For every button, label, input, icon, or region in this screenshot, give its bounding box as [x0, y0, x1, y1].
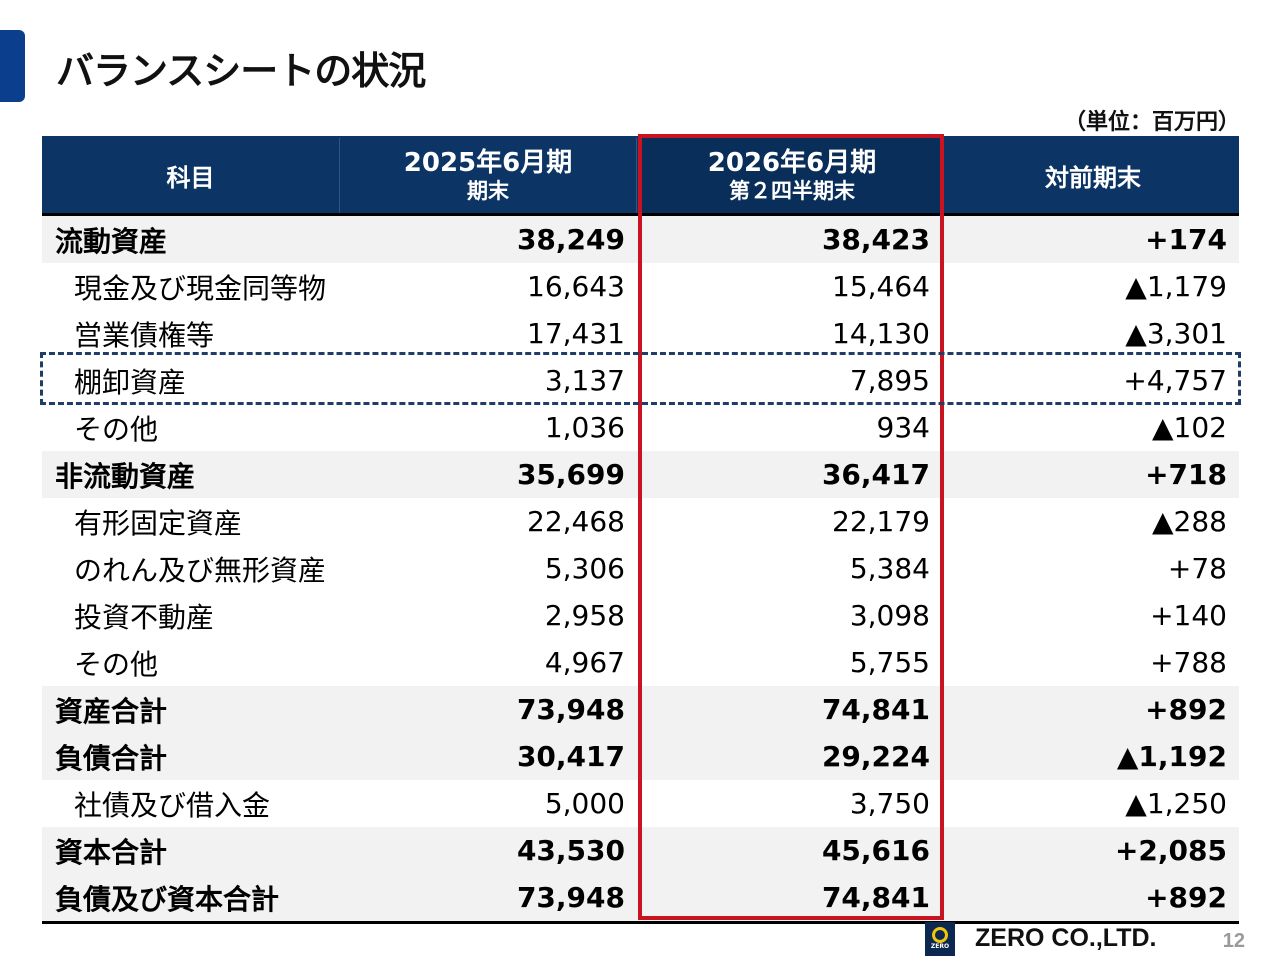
value-change: +2,085	[1114, 834, 1227, 867]
row-label: 現金及び現金同等物	[74, 271, 327, 305]
table-bottom-rule	[42, 921, 1239, 924]
table-row: のれん及び無形資産 5,306 5,384 +78	[42, 545, 1239, 592]
value-change: +174	[1145, 223, 1227, 256]
page-number: 12	[1222, 930, 1245, 952]
unit-note: （単位：百万円）	[1063, 110, 1240, 135]
logo-text: ZERO	[930, 943, 950, 950]
logo-ring-icon	[932, 927, 948, 943]
row-label: 社債及び借入金	[74, 788, 271, 822]
value-change: ▲102	[1152, 411, 1227, 444]
value-change: ▲288	[1152, 505, 1227, 538]
value-fy2026: 7,895	[849, 364, 930, 397]
header-fy2026-label: 第２四半期末	[729, 178, 855, 203]
value-change: +892	[1145, 881, 1227, 914]
row-label: 資産合計	[55, 694, 168, 728]
value-change: +4,757	[1123, 364, 1227, 397]
current-period-highlight	[638, 134, 944, 920]
value-fy2025: 17,431	[527, 317, 625, 350]
value-change: +718	[1145, 458, 1227, 491]
row-label: 資本合計	[55, 835, 168, 869]
header-fy2026-period: 2026年6月期	[707, 147, 877, 178]
value-fy2025: 38,249	[516, 223, 625, 256]
value-fy2025: 73,948	[516, 693, 625, 726]
table-row: 社債及び借入金 5,000 3,750 ▲1,250	[42, 780, 1239, 827]
value-fy2026: 15,464	[832, 270, 930, 303]
value-fy2026: 934	[876, 411, 930, 444]
row-label: 投資不動産	[74, 600, 215, 634]
value-fy2025: 22,468	[527, 505, 625, 538]
table-row: その他 4,967 5,755 +788	[42, 639, 1239, 686]
header-fy2025: 2025年6月期 期末	[340, 138, 637, 213]
value-fy2026: 5,755	[849, 646, 930, 679]
table-row-inventory: 棚卸資産 3,137 7,895 +4,757	[42, 357, 1239, 404]
value-fy2026: 22,179	[832, 505, 930, 538]
value-fy2026: 29,224	[821, 740, 930, 773]
table-row: その他 1,036 934 ▲102	[42, 404, 1239, 451]
value-change: +892	[1145, 693, 1227, 726]
header-fy2025-period: 2025年6月期	[403, 147, 573, 178]
value-fy2026: 74,841	[821, 881, 930, 914]
value-fy2026: 45,616	[821, 834, 930, 867]
value-fy2025: 5,306	[544, 552, 625, 585]
header-subject: 科目	[42, 138, 340, 213]
row-label: 営業債権等	[74, 318, 215, 352]
value-fy2025: 30,417	[516, 740, 625, 773]
header-fy2026: 2026年6月期 第２四半期末	[642, 138, 942, 213]
company-logo: ZERO	[925, 922, 955, 956]
value-change: +788	[1150, 646, 1227, 679]
value-fy2025: 73,948	[516, 881, 625, 914]
table-row: 投資不動産 2,958 3,098 +140	[42, 592, 1239, 639]
balance-sheet-table: 科目 2025年6月期 期末 2026年6月期 第２四半期末 対前期末 流動資産…	[42, 136, 1239, 924]
value-fy2026: 5,384	[849, 552, 930, 585]
row-label: その他	[74, 412, 159, 446]
row-label: 有形固定資産	[74, 506, 243, 540]
value-fy2025: 5,000	[544, 787, 625, 820]
value-fy2026: 14,130	[832, 317, 930, 350]
row-label: 非流動資産	[55, 459, 196, 493]
row-label: 負債及び資本合計	[55, 882, 280, 916]
row-label: その他	[74, 647, 159, 681]
row-label: 流動資産	[55, 224, 168, 258]
value-fy2025: 3,137	[544, 364, 625, 397]
header-fy2025-label: 期末	[467, 178, 509, 203]
value-fy2026: 3,750	[849, 787, 930, 820]
value-change: ▲1,179	[1125, 270, 1227, 303]
table-row: 営業債権等 17,431 14,130 ▲3,301	[42, 310, 1239, 357]
header-change: 対前期末	[1045, 164, 1141, 192]
value-change: ▲3,301	[1125, 317, 1227, 350]
title-accent-bar	[0, 30, 25, 102]
table-row: 現金及び現金同等物 16,643 15,464 ▲1,179	[42, 263, 1239, 310]
table-row: 有形固定資産 22,468 22,179 ▲288	[42, 498, 1239, 545]
value-fy2025: 16,643	[527, 270, 625, 303]
row-label: 棚卸資産	[74, 365, 187, 399]
inventory-highlight	[40, 352, 1241, 405]
company-name: ZERO CO.,LTD.	[975, 924, 1157, 952]
value-change: +78	[1167, 552, 1227, 585]
page-title: バランスシートの状況	[56, 49, 426, 93]
value-fy2025: 2,958	[544, 599, 625, 632]
value-fy2025: 4,967	[544, 646, 625, 679]
value-fy2025: 43,530	[516, 834, 625, 867]
value-fy2025: 1,036	[544, 411, 625, 444]
value-change: ▲1,192	[1116, 740, 1227, 773]
row-label: 負債合計	[55, 741, 168, 775]
value-change: ▲1,250	[1125, 787, 1227, 820]
value-change: +140	[1150, 599, 1227, 632]
value-fy2026: 38,423	[821, 223, 930, 256]
value-fy2026: 36,417	[821, 458, 930, 491]
value-fy2026: 74,841	[821, 693, 930, 726]
row-label: のれん及び無形資産	[74, 553, 327, 587]
value-fy2025: 35,699	[516, 458, 625, 491]
value-fy2026: 3,098	[849, 599, 930, 632]
